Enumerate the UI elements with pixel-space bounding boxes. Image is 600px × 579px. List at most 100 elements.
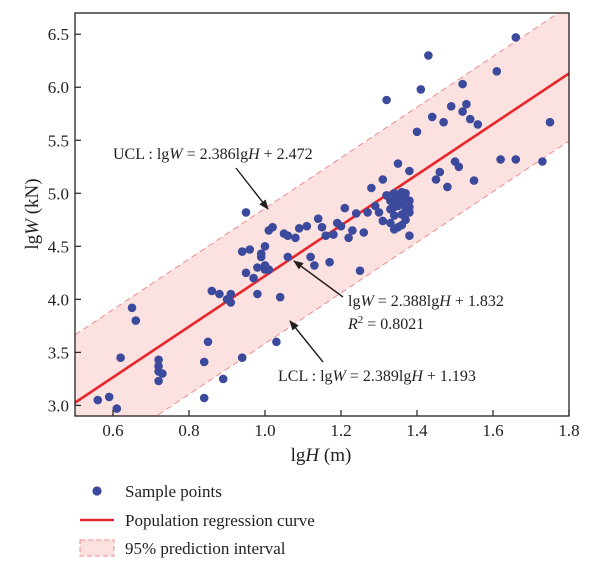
sample-point: [104, 392, 114, 402]
sample-point: [294, 224, 304, 233]
prediction-band: [75, 13, 569, 416]
sample-point: [207, 286, 217, 296]
sample-point: [443, 182, 452, 192]
sample-point: [275, 292, 285, 302]
sample-point: [370, 201, 380, 211]
y-tick-label: 5.0: [48, 184, 69, 203]
sample-point: [154, 376, 163, 386]
regression-arrow: [293, 260, 344, 298]
sample-point: [405, 208, 414, 217]
sample-point: [245, 245, 255, 254]
y-axis-label: lgW (kN): [22, 178, 43, 249]
sample-point: [226, 289, 236, 299]
ucl-arrow: [235, 167, 269, 210]
sample-point: [336, 221, 346, 231]
legend-item-prediction-interval: 95% prediction interval: [79, 539, 286, 558]
sample-point: [378, 175, 388, 184]
x-axis-ticks: 0.6 0.8 1.0 1.2 1.4 1.6 1.8: [102, 410, 580, 440]
x-tick-label: 0.6: [102, 421, 123, 440]
lcl-line: [155, 140, 569, 416]
sample-point: [538, 157, 547, 166]
sample-point: [283, 231, 293, 240]
sample-point: [389, 211, 399, 220]
x-tick-label: 1.2: [330, 421, 351, 440]
sample-point: [325, 257, 334, 267]
sample-point: [416, 85, 426, 94]
sample-point: [393, 159, 403, 168]
sample-point: [545, 117, 555, 127]
r-squared: R2 = 0.8021: [347, 314, 424, 333]
legend-label: 95% prediction interval: [125, 539, 286, 558]
regression-annotation: lgW = 2.388lgH + 1.832 R2 = 0.8021: [293, 260, 504, 333]
sample-point: [203, 337, 213, 347]
sample-point: [348, 226, 357, 235]
plot-frame: [74, 12, 570, 417]
sample-point: [367, 183, 376, 193]
y-tick-label: 4.5: [48, 237, 69, 256]
y-tick-label: 3.0: [48, 396, 69, 415]
sample-point: [93, 395, 103, 405]
ucl-line: [75, 13, 560, 336]
sample-point: [237, 247, 247, 256]
sample-point: [340, 203, 350, 213]
sample-point: [127, 303, 137, 313]
sample-point: [469, 176, 479, 185]
regression-line: [75, 72, 569, 404]
sample-point: [260, 242, 270, 251]
sample-point: [131, 316, 141, 325]
sample-point: [268, 222, 277, 232]
sample-point: [473, 120, 483, 129]
prediction-band-fill: [75, 13, 569, 416]
sample-point: [158, 369, 167, 378]
sample-point: [458, 107, 467, 116]
sample-point: [496, 155, 505, 164]
x-tick-label: 1.0: [254, 421, 275, 440]
y-tick-label: 4.0: [48, 290, 69, 309]
sample-point: [344, 233, 353, 243]
sample-point: [386, 204, 395, 214]
sample-point: [283, 252, 293, 262]
sample-point: [302, 221, 312, 231]
lcl-annotation: LCL : lgW = 2.389lgH + 1.193: [278, 320, 476, 385]
sample-point: [382, 191, 391, 200]
sample-point: [226, 298, 236, 307]
sample-point: [382, 95, 391, 105]
x-tick-label: 1.6: [482, 421, 503, 440]
sample-point: [199, 357, 209, 367]
sample-point: [511, 33, 521, 42]
sample-point: [199, 393, 209, 403]
sample-point: [329, 230, 338, 239]
legend-marker-band: [79, 539, 115, 557]
sample-point: [435, 167, 445, 177]
sample-point: [351, 209, 361, 218]
sample-point: [253, 263, 262, 272]
sample-points: [93, 33, 555, 413]
sample-point: [317, 222, 327, 232]
y-axis-ticks: 3.0 3.5 4.0 4.5 5.0 5.5 6.0 6.5: [48, 25, 81, 415]
sample-point: [393, 222, 403, 232]
lcl-equation: LCL : lgW = 2.389lgH + 1.193: [278, 368, 476, 385]
sample-point: [378, 216, 388, 226]
sample-point: [249, 273, 258, 283]
sample-point: [427, 112, 437, 122]
sample-point: [446, 102, 456, 111]
sample-point: [412, 127, 422, 137]
sample-point: [431, 175, 441, 184]
sample-point: [492, 67, 502, 76]
y-tick-label: 6.5: [48, 25, 69, 44]
sample-point: [458, 79, 467, 89]
sample-point: [397, 187, 407, 197]
sample-point: [313, 214, 323, 223]
sample-point: [424, 51, 433, 60]
sample-point: [310, 261, 319, 270]
sample-point: [218, 374, 228, 384]
sample-point: [272, 337, 281, 347]
y-tick-label: 5.5: [48, 131, 69, 150]
sample-point: [321, 231, 331, 240]
x-tick-label: 1.4: [406, 421, 428, 440]
sample-point: [439, 117, 448, 127]
legend-item-sample-points: Sample points: [92, 482, 222, 501]
sample-point: [253, 289, 262, 299]
sample-point: [116, 353, 125, 363]
